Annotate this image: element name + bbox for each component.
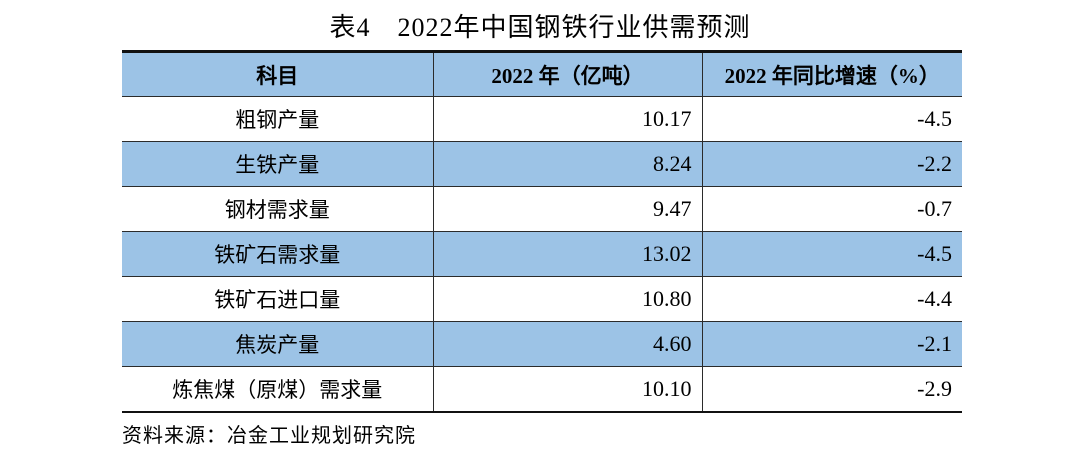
cell-value: 10.80	[432, 276, 702, 322]
table-row: 铁矿石需求量 13.02 -4.5	[122, 231, 962, 277]
supply-demand-table-wrap: 科目 2022 年（亿吨） 2022 年同比增速（%） 粗钢产量 10.17 -…	[122, 50, 962, 413]
cell-item: 铁矿石进口量	[122, 276, 433, 322]
cell-value: 10.17	[432, 96, 702, 142]
cell-item: 铁矿石需求量	[122, 231, 433, 277]
cell-growth: -4.5	[701, 231, 962, 277]
table-row: 炼焦煤（原煤）需求量 10.10 -2.9	[122, 366, 962, 412]
cell-value: 10.10	[432, 366, 702, 412]
cell-growth: -0.7	[701, 186, 962, 232]
table-header-row: 科目 2022 年（亿吨） 2022 年同比增速（%）	[122, 51, 962, 97]
cell-growth: -2.9	[701, 366, 962, 412]
header-cell-item: 科目	[122, 51, 433, 97]
cell-item: 生铁产量	[122, 141, 433, 187]
cell-growth: -2.1	[701, 321, 962, 367]
cell-value: 13.02	[432, 231, 702, 277]
table-row: 粗钢产量 10.17 -4.5	[122, 96, 962, 142]
table-row: 焦炭产量 4.60 -2.1	[122, 321, 962, 367]
cell-growth: -2.2	[701, 141, 962, 187]
cell-item: 钢材需求量	[122, 186, 433, 232]
table-row: 钢材需求量 9.47 -0.7	[122, 186, 962, 232]
header-cell-value: 2022 年（亿吨）	[432, 51, 702, 97]
cell-item: 粗钢产量	[122, 96, 433, 142]
cell-item: 焦炭产量	[122, 321, 433, 367]
table-row: 生铁产量 8.24 -2.2	[122, 141, 962, 187]
cell-growth: -4.4	[701, 276, 962, 322]
cell-value: 8.24	[432, 141, 702, 187]
supply-demand-forecast-table: 科目 2022 年（亿吨） 2022 年同比增速（%） 粗钢产量 10.17 -…	[122, 50, 962, 413]
cell-item: 炼焦煤（原煤）需求量	[122, 366, 433, 412]
cell-growth: -4.5	[701, 96, 962, 142]
table-row: 铁矿石进口量 10.80 -4.4	[122, 276, 962, 322]
table-title: 表4 2022年中国钢铁行业供需预测	[329, 13, 751, 42]
cell-value: 4.60	[432, 321, 702, 367]
data-source-note: 资料来源：冶金工业规划研究院	[122, 425, 416, 447]
header-cell-growth: 2022 年同比增速（%）	[701, 51, 962, 97]
cell-value: 9.47	[432, 186, 702, 232]
